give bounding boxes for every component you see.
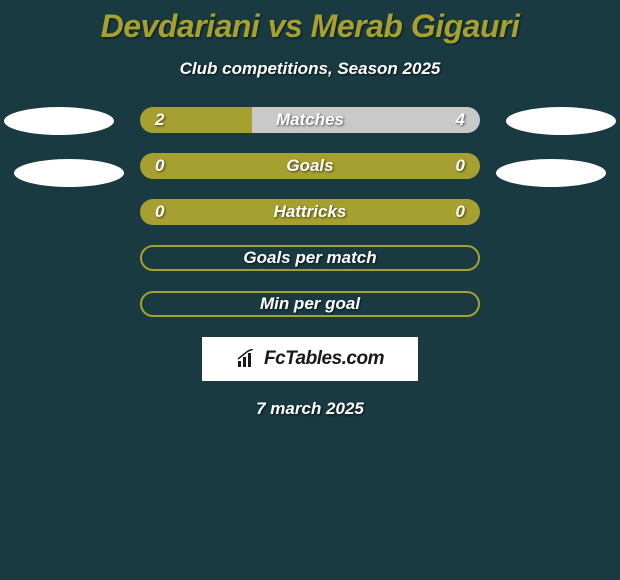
subtitle: Club competitions, Season 2025 (0, 59, 620, 79)
bar-chart-icon (236, 349, 258, 369)
footer-date: 7 march 2025 (0, 399, 620, 419)
stat-bar-track (140, 291, 480, 317)
brand-logo-text: FcTables.com (264, 348, 384, 370)
stat-row: 24Matches (0, 107, 620, 133)
brand-logo: FcTables.com (202, 337, 418, 381)
stat-bar-track (140, 199, 480, 225)
stat-bar-track (140, 245, 480, 271)
stat-value-right: 4 (456, 107, 465, 133)
page-title: Devdariani vs Merab Gigauri (0, 8, 620, 45)
stats-comparison-card: Devdariani vs Merab Gigauri Club competi… (0, 0, 620, 580)
stat-value-right: 0 (456, 199, 465, 225)
stat-bar-track (140, 153, 480, 179)
stat-row: Min per goal (0, 291, 620, 317)
stat-value-left: 0 (155, 199, 164, 225)
stat-row: 00Goals (0, 153, 620, 179)
stat-value-left: 2 (155, 107, 164, 133)
stat-row: Goals per match (0, 245, 620, 271)
stat-value-right: 0 (456, 153, 465, 179)
stat-bar-right-fill (252, 107, 480, 133)
stat-row: 00Hattricks (0, 199, 620, 225)
stat-bar-track (140, 107, 480, 133)
stats-rows-area: 24Matches00Goals00HattricksGoals per mat… (0, 107, 620, 317)
stat-value-left: 0 (155, 153, 164, 179)
